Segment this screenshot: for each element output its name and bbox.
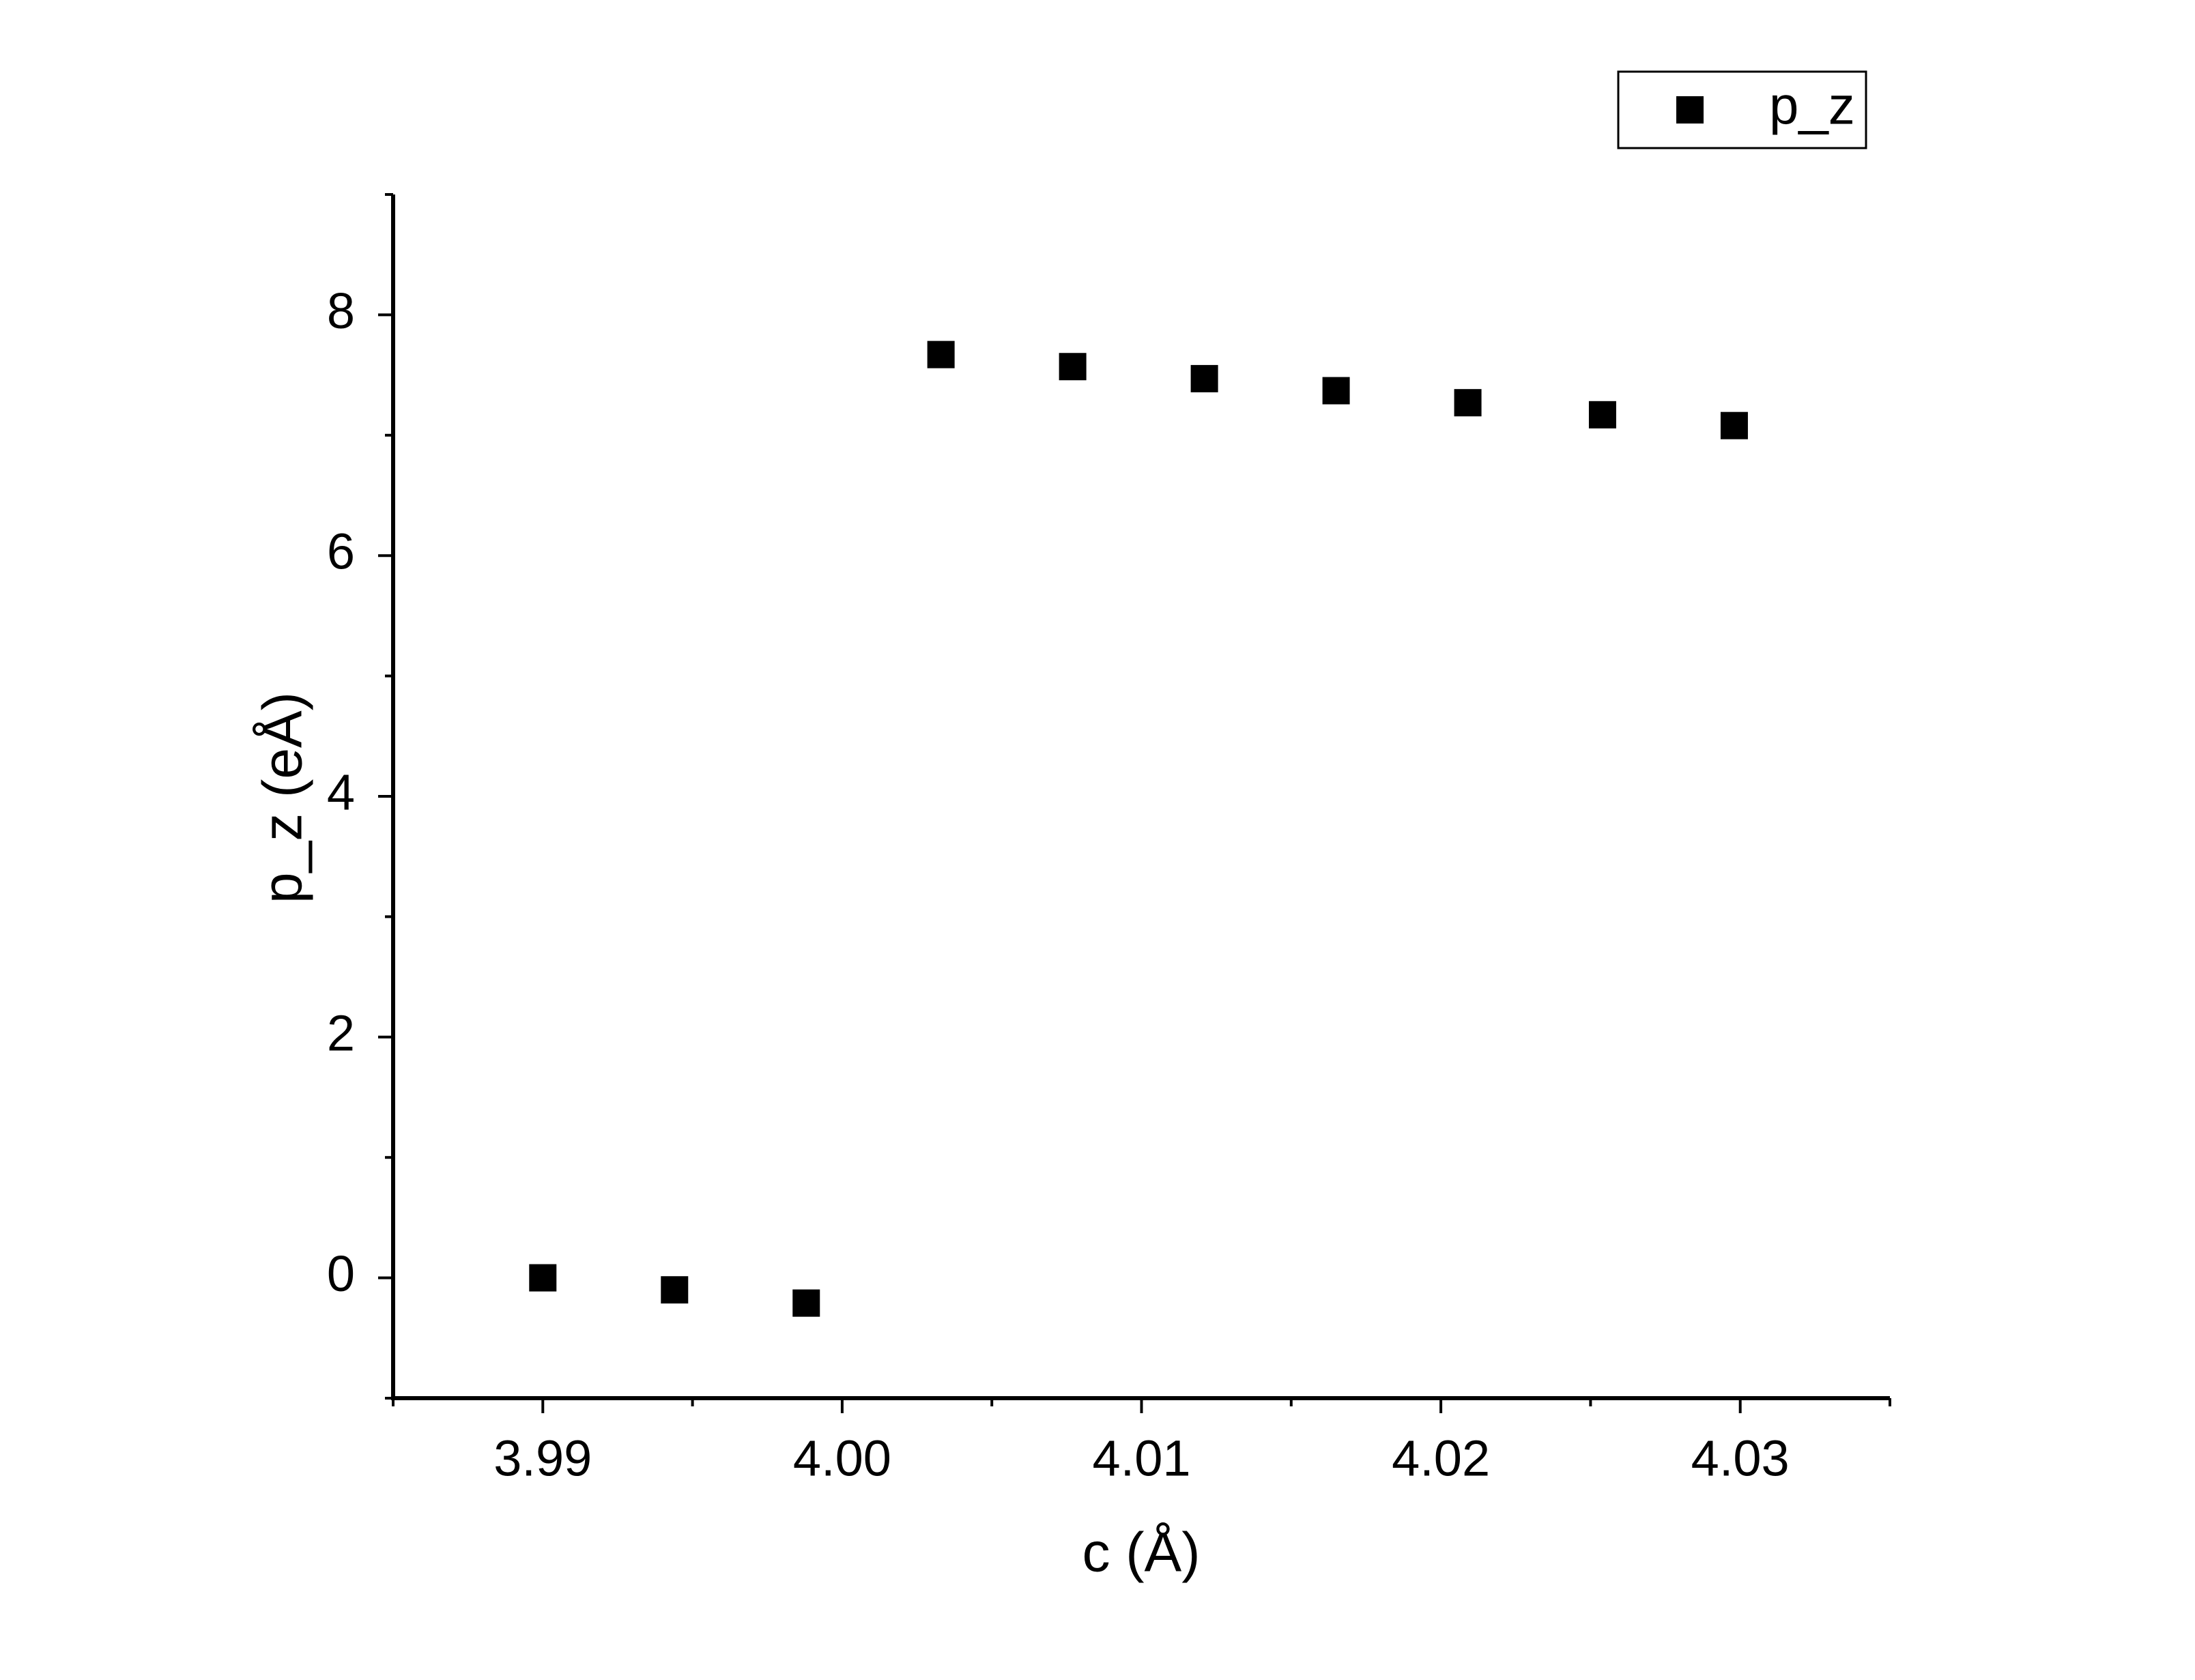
point <box>661 1276 689 1304</box>
x-tick-label: 4.03 <box>1691 1430 1790 1487</box>
x-tick-label: 4.00 <box>793 1430 891 1487</box>
point <box>1588 401 1616 429</box>
point <box>529 1264 557 1292</box>
y-axis-title: p_z (eÅ) <box>252 692 314 903</box>
point <box>1322 377 1350 405</box>
x-tick-label: 4.02 <box>1392 1430 1490 1487</box>
x-tick-label: 4.01 <box>1092 1430 1190 1487</box>
y-tick-label: 2 <box>327 1004 355 1061</box>
point <box>927 341 955 368</box>
legend-marker <box>1676 96 1704 124</box>
y-tick-label: 8 <box>327 283 355 339</box>
y-tick-label: 6 <box>327 523 355 580</box>
point <box>1190 364 1218 392</box>
point <box>1059 353 1087 381</box>
x-tick-label: 3.99 <box>493 1430 592 1487</box>
legend-box <box>1617 70 1867 149</box>
point <box>792 1289 820 1317</box>
point <box>1720 411 1748 439</box>
y-tick-label: 0 <box>327 1245 355 1302</box>
x-axis-title: c (Å) <box>1082 1522 1200 1584</box>
point <box>1454 389 1482 417</box>
legend-label: p_z <box>1769 76 1855 136</box>
y-tick-label: 4 <box>327 764 355 821</box>
